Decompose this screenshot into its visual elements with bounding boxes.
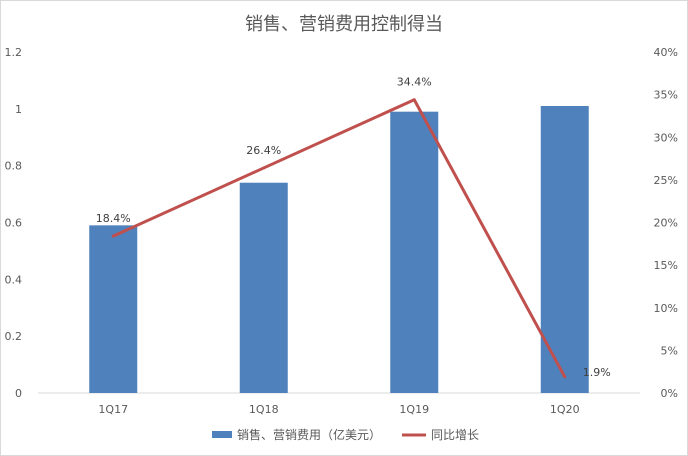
x-axis-tick-label: 1Q18 (249, 403, 279, 416)
x-axis-tick-label: 1Q17 (98, 403, 128, 416)
left-axis-tick-label: 0.4 (5, 273, 23, 286)
bar (239, 182, 288, 393)
right-axis-tick-label: 35% (654, 89, 678, 102)
line-data-label: 34.4% (397, 76, 432, 89)
right-axis-tick-label: 0% (661, 387, 678, 400)
line-series (111, 98, 567, 379)
line-data-label: 26.4% (246, 144, 281, 157)
right-axis-tick-label: 5% (661, 344, 678, 357)
line-point (563, 375, 567, 379)
left-axis-tick-label: 0.2 (5, 330, 23, 343)
right-axis-tick-label: 15% (654, 259, 678, 272)
growth-line (112, 98, 567, 378)
legend-label-bar: 销售、营销费用（亿美元） (237, 427, 381, 442)
right-axis-tick-label: 25% (654, 174, 678, 187)
right-axis-tick-label: 40% (654, 46, 678, 59)
line-point (412, 98, 416, 102)
left-axis-tick-label: 1 (15, 103, 22, 116)
left-axis-tick-label: 1.2 (5, 46, 23, 59)
x-axis-ticks: 1Q17 1Q18 1Q19 1Q20 (98, 403, 579, 416)
x-axis-tick-label: 1Q19 (399, 403, 429, 416)
line-data-labels: 18.4% 26.4% 34.4% 1.9% (96, 76, 611, 379)
line-point (111, 234, 115, 238)
right-axis-ticks: 0% 5% 10% 15% 20% 25% 30% 35% 40% (654, 46, 678, 400)
left-axis-ticks: 0 0.2 0.4 0.6 0.8 1 1.2 (5, 46, 23, 400)
left-axis-tick-label: 0.6 (5, 217, 23, 230)
legend-label-line: 同比增长 (431, 428, 479, 442)
bar (540, 105, 589, 393)
bar-series (89, 105, 589, 394)
left-axis-tick-label: 0.8 (5, 160, 23, 173)
line-data-label: 1.9% (583, 366, 611, 379)
line-data-label: 18.4% (96, 212, 131, 225)
right-axis-tick-label: 20% (654, 217, 678, 230)
left-axis-tick-label: 0 (15, 387, 22, 400)
right-axis-tick-label: 30% (654, 131, 678, 144)
chart-title: 销售、营销费用控制得当 (245, 14, 443, 35)
legend-swatch-bar (212, 431, 232, 438)
legend: 销售、营销费用（亿美元） 同比增长 (212, 427, 479, 442)
bar (89, 225, 138, 393)
bar (390, 111, 439, 394)
line-point (262, 166, 266, 170)
x-axis-tick-label: 1Q20 (550, 403, 580, 416)
right-axis-tick-label: 10% (654, 302, 678, 315)
